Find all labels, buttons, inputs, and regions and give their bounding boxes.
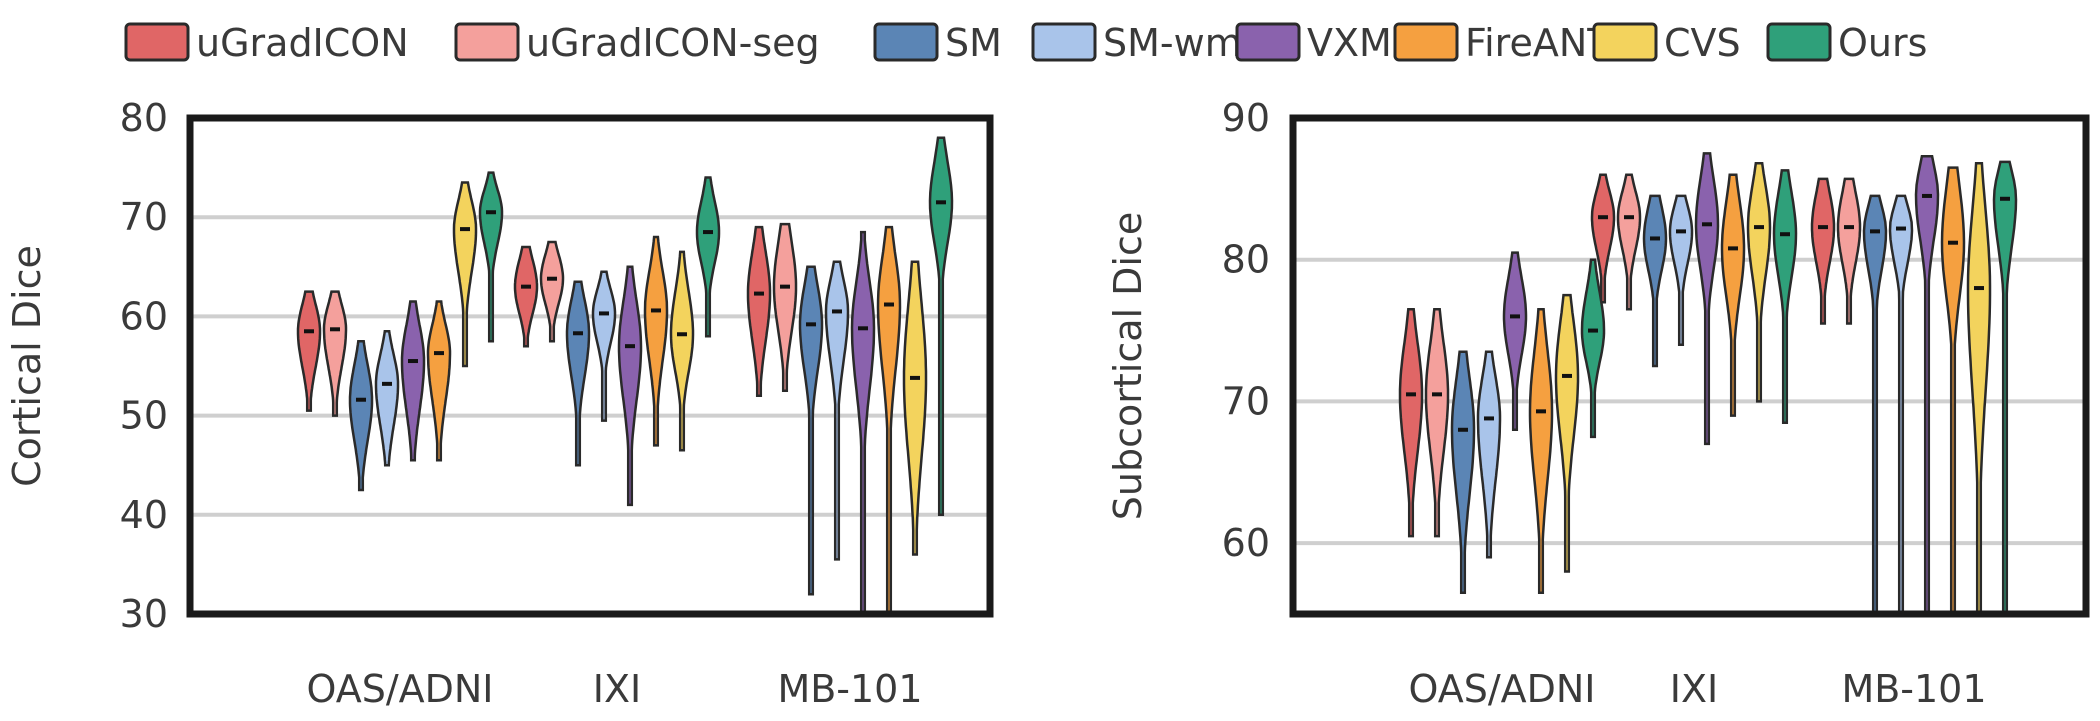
violin-sm-oas-adni xyxy=(1450,350,1476,594)
y-tick-label: 80 xyxy=(1222,238,1270,282)
violin-cvs-ixi xyxy=(1746,162,1772,403)
violin-ugradicon-mb-101 xyxy=(746,225,772,398)
legend-swatch xyxy=(124,22,190,62)
y-tick-label: 70 xyxy=(120,195,168,239)
x-tick-label-mb-101: MB-101 xyxy=(1841,667,1986,711)
legend-label: SM-wm xyxy=(1103,21,1242,65)
legend-item-ours: Ours xyxy=(1766,21,1927,65)
violin-fireants-mb-101 xyxy=(1940,166,1966,614)
violins xyxy=(296,136,954,614)
violin-ugradicon-seg-oas-adni xyxy=(1424,308,1450,538)
y-tick-label: 50 xyxy=(120,394,168,438)
violin-sm-oas-adni xyxy=(348,339,374,492)
violin-ugradicon-seg-mb-101 xyxy=(772,222,798,393)
x-tick-label-ixi: IXI xyxy=(593,667,641,711)
legend-label: VXM xyxy=(1307,21,1392,65)
violin-vxm-mb-101 xyxy=(1914,155,1940,614)
legend-swatch xyxy=(1766,22,1832,62)
violin-cvs-ixi xyxy=(669,250,695,452)
violin-ugradicon-seg-ixi xyxy=(1616,173,1642,311)
violin-fireants-oas-adni xyxy=(1528,308,1554,594)
x-tick-label-oas-adni: OAS/ADNI xyxy=(1408,667,1595,711)
violin-fireants-mb-101 xyxy=(876,225,902,614)
legend-label: Ours xyxy=(1838,21,1927,65)
legend-item-sm: SM xyxy=(873,21,1002,65)
violin-vxm-oas-adni xyxy=(400,300,426,462)
violin-ugradicon-mb-101 xyxy=(1810,177,1836,325)
violin-fireants-ixi xyxy=(643,235,669,447)
violin-sm-wm-mb-101 xyxy=(1888,194,1914,614)
y-tick-label: 60 xyxy=(1222,521,1270,565)
y-axis-label: Subcortical Dice xyxy=(1106,212,1150,520)
violin-sm-wm-ixi xyxy=(1668,194,1694,346)
legend-swatch xyxy=(454,22,520,62)
violin-ours-oas-adni xyxy=(478,171,504,343)
y-tick-label: 70 xyxy=(1222,379,1270,423)
legend-label: SM xyxy=(945,21,1002,65)
cortical-dice-panel: 30 40 50 60 70 80 Cortical Dice OAS/ADNI IXI MB-1… xyxy=(5,96,994,711)
violin-sm-ixi xyxy=(565,280,591,467)
violin-ours-oas-adni xyxy=(1580,258,1606,439)
y-axis-label: Cortical Dice xyxy=(5,245,49,487)
violin-sm-wm-ixi xyxy=(591,270,617,422)
y-tick-label: 80 xyxy=(120,96,168,140)
violin-cvs-mb-101 xyxy=(1966,162,1992,614)
violin-fireants-oas-adni xyxy=(426,300,452,462)
legend-label: uGradICON xyxy=(196,21,409,65)
violin-sm-wm-oas-adni xyxy=(374,330,400,467)
violin-sm-mb-101 xyxy=(1862,194,1888,614)
violin-sm-wm-oas-adni xyxy=(1476,350,1502,559)
violin-ours-mb-101 xyxy=(928,136,954,517)
violin-ugradicon-seg-mb-101 xyxy=(1836,177,1862,325)
violin-ugradicon-oas-adni xyxy=(1398,308,1424,538)
violin-sm-mb-101 xyxy=(798,265,824,596)
legend-item-vxm: VXM xyxy=(1235,21,1392,65)
violin-ours-ixi xyxy=(1772,169,1798,424)
violins xyxy=(1398,152,2018,614)
legend-swatch xyxy=(1592,22,1658,62)
plot-frame xyxy=(1289,114,2090,618)
violin-sm-ixi xyxy=(1642,194,1668,368)
legend-item-fireants: FireANTs xyxy=(1393,21,1624,65)
y-tick-label: 60 xyxy=(120,294,168,338)
violin-ugradicon-seg-ixi xyxy=(539,240,565,343)
y-tick-label: 90 xyxy=(1222,96,1270,140)
violin-sm-wm-mb-101 xyxy=(824,260,850,561)
legend-label: uGradICON-seg xyxy=(526,21,820,65)
violin-ugradicon-seg-oas-adni xyxy=(322,290,348,417)
violin-vxm-ixi xyxy=(617,265,643,507)
subcortical-dice-panel: 60 70 80 90 Subcortical Dice OAS/ADNI IXI MB-10… xyxy=(1106,96,2090,711)
legend-item-sm-wm: SM-wm xyxy=(1031,21,1242,65)
legend-swatch xyxy=(873,22,939,62)
legend-item-ugradicon-seg: uGradICON-seg xyxy=(454,21,820,65)
violin-ours-ixi xyxy=(695,176,721,338)
violin-vxm-mb-101 xyxy=(850,230,876,614)
violin-ugradicon-ixi xyxy=(513,245,539,348)
legend-swatch xyxy=(1235,22,1301,62)
violin-ugradicon-oas-adni xyxy=(296,290,322,412)
violin-vxm-oas-adni xyxy=(1502,251,1528,432)
legend-swatch xyxy=(1393,22,1459,62)
violin-cvs-mb-101 xyxy=(902,260,928,556)
x-tick-label-ixi: IXI xyxy=(1670,667,1718,711)
legend-item-cvs: CVS xyxy=(1592,21,1741,65)
legend: uGradICON uGradICON-seg SM SM-wm VXM FireANTs… xyxy=(124,21,1927,65)
plot-frame xyxy=(186,114,994,618)
violin-cvs-oas-adni xyxy=(452,181,478,368)
x-tick-label-mb-101: MB-101 xyxy=(777,667,922,711)
y-tick-label: 30 xyxy=(120,592,168,636)
violin-cvs-oas-adni xyxy=(1554,293,1580,573)
violin-fireants-ixi xyxy=(1720,173,1746,417)
legend-swatch xyxy=(1031,22,1097,62)
y-tick-label: 40 xyxy=(120,493,168,537)
violin-vxm-ixi xyxy=(1694,152,1720,446)
x-tick-label-oas-adni: OAS/ADNI xyxy=(306,667,493,711)
legend-item-ugradicon: uGradICON xyxy=(124,21,409,65)
violin-ours-mb-101 xyxy=(1992,160,2018,614)
legend-label: CVS xyxy=(1664,21,1741,65)
